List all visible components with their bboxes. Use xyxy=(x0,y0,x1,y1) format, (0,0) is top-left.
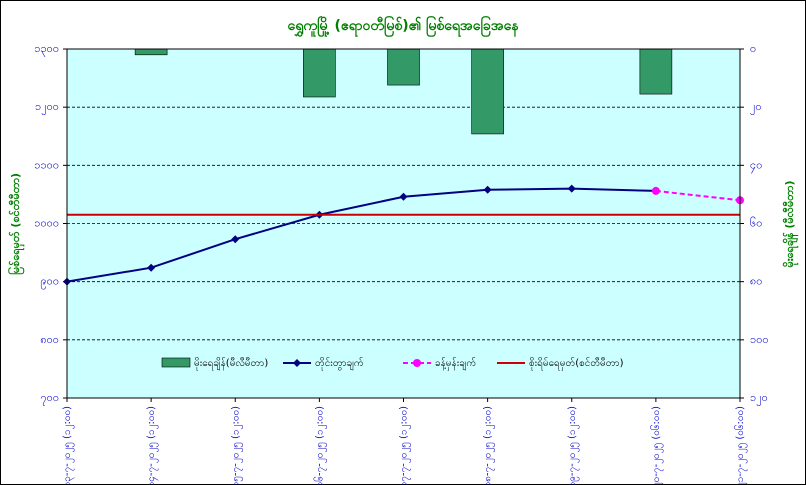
x-tick-label: ၁၆-၇-၂၀၂၅ (၁၂:၀၀) xyxy=(312,406,327,485)
point xyxy=(231,235,240,244)
legend-swatch xyxy=(161,357,191,368)
bar xyxy=(639,48,673,95)
y2-tick-label: ၂၀ xyxy=(750,100,762,115)
point xyxy=(651,186,660,195)
legend-label: စိုးရိမ်ရေမှတ်(စင်တီမီတာ) xyxy=(529,356,624,371)
bar xyxy=(303,48,336,98)
legend-label: မိုးရေချိန်(မီလီမီတာ) xyxy=(194,356,268,371)
x-tick-label: ၂၁-၇-၂၀၂၅ (၀၆:၀၀) xyxy=(733,406,748,485)
bar xyxy=(387,48,420,86)
point xyxy=(567,184,576,193)
y2-tick-label: ၁၂၀ xyxy=(750,391,768,406)
point xyxy=(399,192,408,201)
y2-tick-label: ၈၀ xyxy=(750,275,762,288)
point xyxy=(483,185,492,194)
x-tick-label: ၁၇-၇-၂၀၂၅ (၁၂:၀၀) xyxy=(399,406,412,485)
y-tick-label: ၁၀၀၀ xyxy=(34,217,59,230)
x-tick-label: ၁၉-၇-၂၀၂၅ (၁၂:၀၀) xyxy=(567,406,580,485)
legend-label: ခန့်မှန်းချက် xyxy=(435,356,476,371)
x-tick-label: ၁၈-၇-၂၀၂၅ (၁၂:၀၀) xyxy=(483,406,496,485)
y-tick-label: ၁၂၀၀ xyxy=(35,100,59,115)
y2-axis-title: မိုးရေချိန် (မီလီမီတာ) xyxy=(782,181,799,268)
y-tick-label: ၁၃၀၀ xyxy=(34,42,59,57)
legend-label: တိုင်းတွာချက် xyxy=(315,356,364,371)
x-tick-label: ၁၅-၇-၂၀၂၅ (၁၂:၀၀) xyxy=(230,406,243,485)
x-tick-label: ၂၀-၇-၂၀၂၅ (၀၆:၀၀) xyxy=(649,406,664,485)
y-tick-label: ၈၀၀ xyxy=(40,333,59,346)
plot-border xyxy=(66,48,741,399)
y2-tick-label: ၁၀၀ xyxy=(750,333,769,346)
y2-tick-label: ၄၀ xyxy=(750,158,762,173)
point xyxy=(147,263,156,272)
y-tick-label: ၇၀၀ xyxy=(40,391,59,406)
legend-marker xyxy=(293,359,301,367)
y-axis-title: မြစ်ရေမှတ် (စင်တီမီတာ) xyxy=(7,173,25,275)
x-tick-label: ၁၃-၇-၂၀၂၅ (၁၂:၀၀) xyxy=(62,406,75,485)
y-tick-label: ၉၀၀ xyxy=(40,275,59,290)
bar xyxy=(471,48,504,135)
bar xyxy=(134,48,168,56)
y-tick-label: ၁၁၀၀ xyxy=(34,158,59,171)
series-line xyxy=(655,189,741,202)
x-tick-label: ၁၄-၇-၂၀၂၅ (၁၂:၀၀) xyxy=(146,406,159,485)
legend-marker xyxy=(413,359,421,367)
y2-tick-label: ၆၀ xyxy=(750,217,762,230)
chart-title: ရွှေကူမြို့ (ဧရာဝတီမြစ်)၏ မြစ်ရေအခြေအနေ xyxy=(287,16,519,37)
series-line xyxy=(66,187,656,283)
y2-tick-label: ၀ xyxy=(750,42,756,55)
